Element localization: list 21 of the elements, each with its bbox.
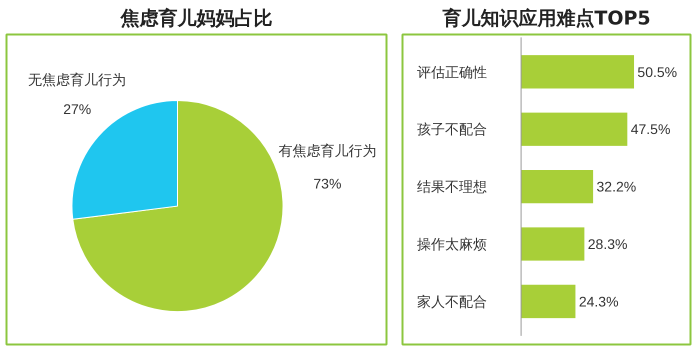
bar: [521, 112, 628, 146]
bar: [521, 284, 576, 318]
bar: [521, 227, 584, 261]
data-label: 50.5%: [637, 64, 678, 80]
data-label: 32.2%: [596, 178, 636, 195]
bar: [521, 55, 634, 88]
slice-label: 无焦虑育儿行为: [28, 71, 126, 88]
slice-label: 有焦虑育儿行为: [278, 142, 376, 158]
data-label: 27%: [63, 101, 92, 118]
y-tick-label: 家人不配合: [416, 293, 487, 310]
y-tick-label: 结果不理想: [416, 178, 487, 195]
y-tick-label: 评估正确性: [416, 64, 487, 80]
data-label: 24.3%: [578, 293, 619, 310]
chart-title: 育儿知识应用难点TOP5: [441, 8, 651, 30]
bar: [521, 170, 594, 204]
y-tick-label: 操作太麻烦: [416, 236, 487, 252]
data-label: 28.3%: [588, 236, 628, 252]
y-tick-label: 孩子不配合: [416, 121, 487, 138]
data-label: 73%: [313, 176, 342, 192]
data-label: 47.5%: [630, 121, 670, 138]
chart-title: 焦虑育儿妈妈占比: [120, 8, 272, 30]
